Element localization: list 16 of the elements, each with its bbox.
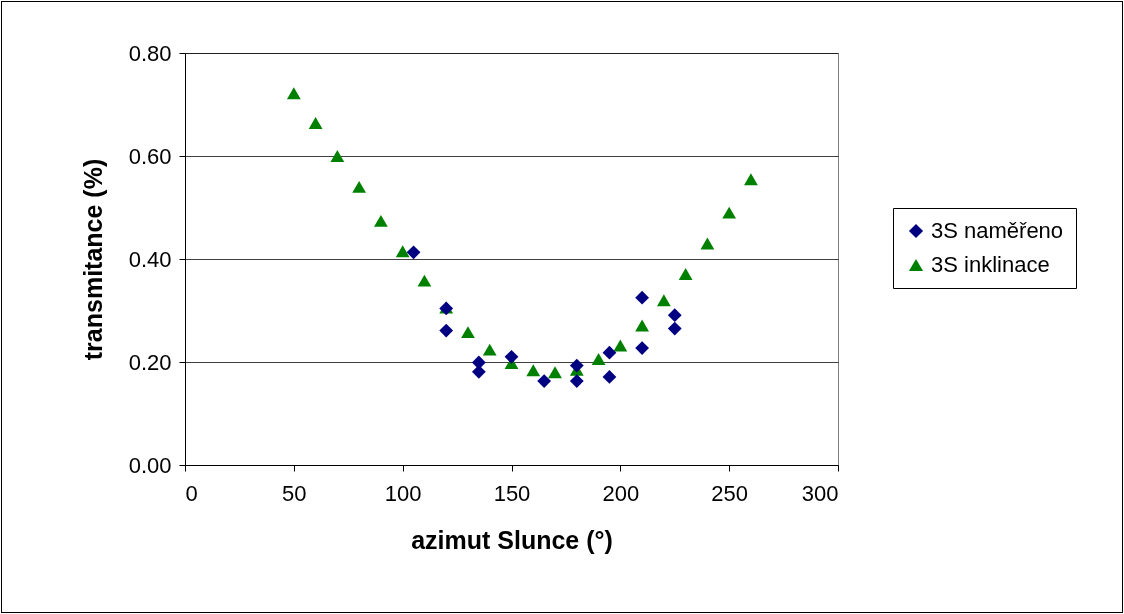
y-axis-title: transmitance (%) <box>78 158 107 361</box>
legend-label: 3S naměřeno <box>931 218 1064 243</box>
y-tick-label: 0.60 <box>128 143 172 169</box>
y-tick-label: 0.00 <box>128 452 172 478</box>
x-tick-label: 250 <box>711 480 749 506</box>
x-axis-title: azimut Slunce (°) <box>411 525 613 554</box>
x-tick-label: 100 <box>384 480 422 506</box>
y-tick-label: 0.20 <box>128 349 172 375</box>
x-tick-label: 0 <box>185 480 198 506</box>
x-tick-label: 300 <box>801 480 839 506</box>
x-tick-label: 50 <box>282 480 307 506</box>
y-tick-label: 0.40 <box>128 246 172 272</box>
legend-label: 3S inklinace <box>931 252 1050 277</box>
y-tick-label: 0.80 <box>128 40 172 66</box>
x-tick-label: 200 <box>602 480 640 506</box>
x-tick-label: 150 <box>493 480 531 506</box>
